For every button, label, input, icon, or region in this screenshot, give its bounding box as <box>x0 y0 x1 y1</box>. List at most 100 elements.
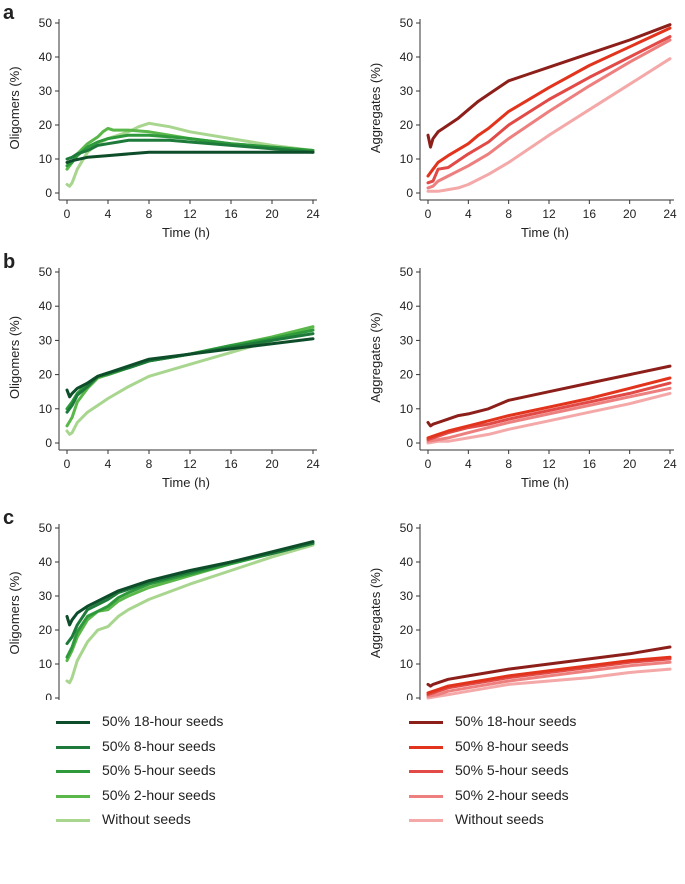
y-tick-label: 50 <box>400 265 414 279</box>
legend-label: 50% 2-hour seeds <box>102 786 216 803</box>
legend-swatch <box>56 819 90 822</box>
series-line <box>65 326 315 436</box>
series-line <box>426 657 672 697</box>
chart-a-left: a 0 10 20 30 40 50 0 4 8 12 16 20 24 Time (h) Oligomers… <box>3 2 320 240</box>
y-tick-label: 20 <box>400 623 414 637</box>
legend-swatch <box>56 770 90 773</box>
legend-label: 50% 8-hour seeds <box>102 737 216 754</box>
panel-letter: b <box>3 251 15 273</box>
x-tick-label: 20 <box>623 457 637 471</box>
chart-b-right: 0 10 20 30 40 50 0 4 8 12 16 20 24 Time (h) Aggregates… <box>368 265 677 490</box>
legend-label: 50% 8-hour seeds <box>455 737 569 754</box>
legend-label: 50% 18-hour seeds <box>102 713 224 729</box>
legend-green-item: Without seeds <box>56 810 356 835</box>
x-tick-label: 4 <box>465 457 472 471</box>
legend-label: 50% 18-hour seeds <box>455 713 577 729</box>
y-tick-label: 20 <box>39 368 53 382</box>
y-axis-label: Oligomers (%) <box>7 316 22 399</box>
legend-label: 50% 5-hour seeds <box>102 762 216 778</box>
x-tick-label: 8 <box>146 207 153 221</box>
series-line <box>65 150 315 164</box>
y-axis-label: Oligomers (%) <box>7 571 22 654</box>
chart-b-left: b 0 10 20 30 40 50 0 4 8 12 16 20 24 Time (h) Oligomers… <box>3 251 320 490</box>
legend-swatch <box>409 794 443 798</box>
series-line <box>426 38 672 190</box>
x-axis-label: Time (h) <box>162 225 210 240</box>
legend-label: 50% 2-hour seeds <box>455 786 569 803</box>
legend-red-item: 50% 2-hour seeds <box>409 786 685 811</box>
x-tick-label: 24 <box>663 457 677 471</box>
y-tick-label: 30 <box>39 84 53 98</box>
series-line <box>426 381 672 442</box>
series-line <box>426 660 672 698</box>
x-tick-label: 12 <box>542 207 556 221</box>
x-tick-label: 16 <box>583 457 597 471</box>
x-tick-label: 4 <box>105 457 112 471</box>
panel-letter: c <box>3 507 14 529</box>
series-line <box>426 667 672 700</box>
y-axis-label: Aggregates (%) <box>368 568 383 658</box>
legend-swatch <box>56 794 90 798</box>
series-line <box>65 540 315 627</box>
x-tick-label: 0 <box>64 207 71 221</box>
legend-green-item: 50% 5-hour seeds <box>56 761 356 786</box>
x-tick-label: 24 <box>663 207 677 221</box>
x-tick-label: 12 <box>183 207 197 221</box>
legend-green-item: 50% 18-hour seeds <box>56 712 356 737</box>
y-tick-label: 50 <box>400 16 414 30</box>
series-line <box>426 35 672 185</box>
legend-swatch <box>409 770 443 773</box>
x-tick-label: 8 <box>505 207 512 221</box>
x-axis-label: Time (h) <box>521 225 569 240</box>
series-line <box>426 386 672 443</box>
series-line <box>426 57 672 193</box>
y-tick-label: 20 <box>39 118 53 132</box>
x-tick-label: 12 <box>542 457 556 471</box>
legend-swatch <box>56 721 90 724</box>
panel-letter: a <box>3 2 15 24</box>
y-tick-label: 50 <box>39 521 53 535</box>
y-tick-label: 20 <box>400 118 414 132</box>
x-tick-label: 4 <box>105 207 112 221</box>
chart-c-left: c0102030405004812162024Time (h)Oligomers… <box>3 507 315 700</box>
y-tick-label: 0 <box>45 691 52 700</box>
y-tick-label: 10 <box>39 152 53 166</box>
y-tick-label: 30 <box>400 589 414 603</box>
y-tick-label: 0 <box>406 186 413 200</box>
y-tick-label: 20 <box>39 623 53 637</box>
x-tick-label: 8 <box>505 457 512 471</box>
y-tick-label: 10 <box>400 657 414 671</box>
series-line <box>426 26 672 178</box>
y-tick-label: 40 <box>39 299 53 313</box>
legend-green-item: 50% 2-hour seeds <box>56 786 356 811</box>
legend-red: 50% 18-hour seeds 50% 8-hour seeds 50% 5… <box>409 712 685 835</box>
y-tick-label: 10 <box>400 152 414 166</box>
y-tick-label: 0 <box>45 186 52 200</box>
x-tick-label: 24 <box>306 457 320 471</box>
y-tick-label: 30 <box>39 333 53 347</box>
y-axis-label: Aggregates (%) <box>368 312 383 402</box>
legend-swatch <box>409 745 443 749</box>
series-line <box>426 655 672 695</box>
x-tick-label: 0 <box>64 457 71 471</box>
series-line <box>426 364 672 428</box>
legend-label: Without seeds <box>102 811 191 827</box>
x-tick-label: 0 <box>425 207 432 221</box>
legend-swatch <box>56 745 90 749</box>
y-tick-label: 0 <box>45 436 52 450</box>
legend-red-item: 50% 8-hour seeds <box>409 737 685 762</box>
y-tick-label: 40 <box>400 50 414 64</box>
y-tick-label: 0 <box>406 436 413 450</box>
series-line <box>426 23 672 149</box>
legend-red-item: 50% 5-hour seeds <box>409 761 685 786</box>
x-tick-label: 8 <box>146 457 153 471</box>
x-tick-label: 4 <box>465 207 472 221</box>
x-axis-label: Time (h) <box>162 475 210 490</box>
y-axis-label: Oligomers (%) <box>7 66 22 149</box>
x-tick-label: 16 <box>583 207 597 221</box>
y-axis-label: Aggregates (%) <box>368 63 383 153</box>
x-axis-label: Time (h) <box>521 475 569 490</box>
series-line <box>65 541 315 659</box>
y-tick-label: 40 <box>39 50 53 64</box>
